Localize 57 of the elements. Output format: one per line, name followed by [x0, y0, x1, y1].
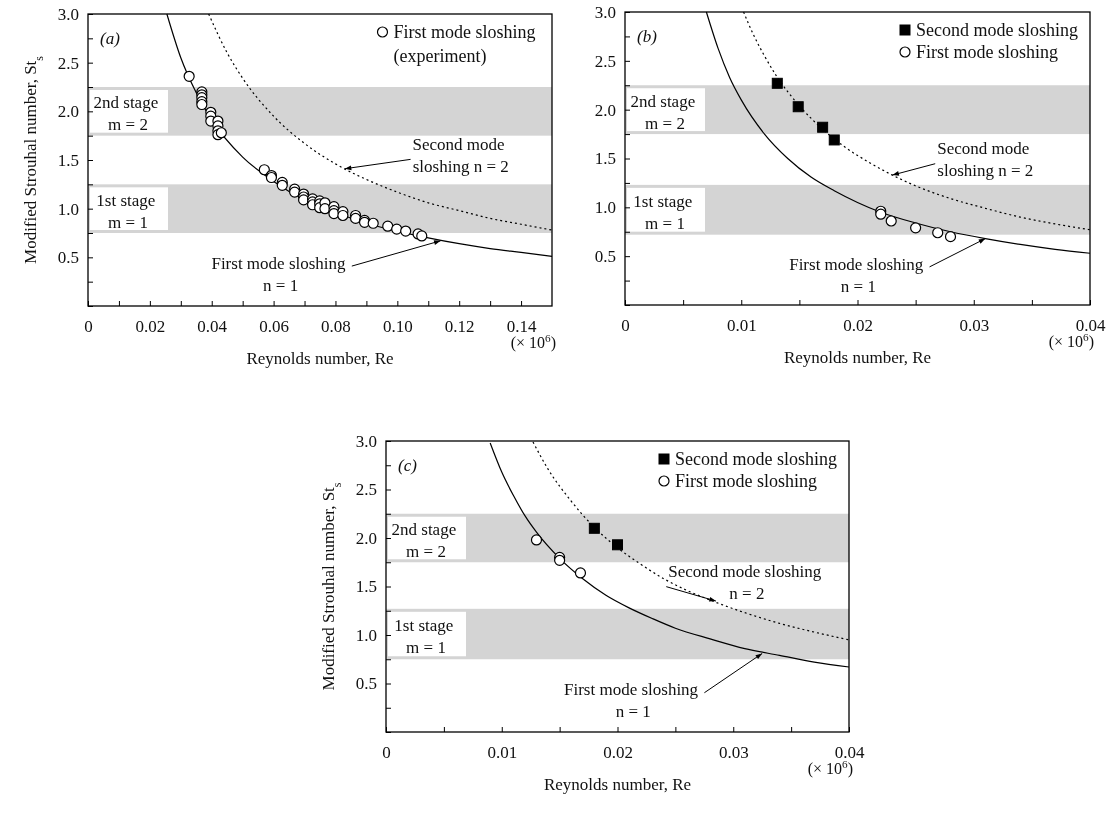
x-axis-title: Reynolds number, Re: [543, 775, 692, 794]
x-tick-label: 0: [84, 317, 93, 337]
y-tick-label: 0.5: [594, 247, 616, 267]
y-tick-label: 1.0: [594, 198, 616, 218]
annotation: First mode sloshing n = 1: [789, 254, 928, 296]
x-tick-label: 0.10: [382, 317, 413, 337]
x-tick-label: 0.06: [259, 317, 289, 337]
x-tick-label: 0: [382, 743, 391, 763]
y-tick-label: 2.0: [594, 100, 616, 120]
annotation: (b): [637, 27, 658, 46]
legend-label: Second mode sloshing: [916, 20, 1078, 40]
y-tick-label: 1.0: [57, 199, 79, 219]
x-tick-label: 0: [621, 316, 630, 336]
band-label: 2nd stage m = 2: [630, 91, 700, 133]
x-tick-label: 0.03: [718, 743, 749, 763]
band-label: 1st stage m = 1: [633, 191, 697, 233]
annotation: Second mode sloshing n = 2: [937, 139, 1034, 181]
legend-label: First mode sloshing (experiment): [393, 22, 540, 67]
y-tick-label: 3.0: [355, 431, 377, 451]
text: (× 10$^{6}$): [1048, 331, 1094, 351]
annotation: First mode sloshing n = 1: [211, 253, 350, 295]
y-tick-label: 2.0: [355, 528, 377, 548]
y-tick-label: 1.5: [355, 577, 377, 597]
y-tick-label: 1.5: [594, 149, 616, 169]
annotation: (c): [398, 456, 418, 475]
y-tick-label: 1.0: [355, 625, 377, 645]
legend-label: Second mode sloshing: [675, 449, 837, 469]
x-tick-label: 0.02: [603, 743, 633, 763]
y-tick-label: 2.5: [594, 51, 616, 71]
x-tick-label: 0.01: [726, 316, 757, 336]
y-tick-label: 2.0: [57, 102, 79, 122]
legend-label: First mode sloshing: [916, 42, 1059, 62]
legend-label: First mode sloshing: [675, 471, 818, 491]
text: (× 10$^{6}$): [807, 758, 853, 778]
x-tick-label: 0.12: [444, 317, 475, 337]
x-tick-label: 0.03: [959, 316, 990, 336]
y-tick-label: 3.0: [57, 4, 79, 24]
y-tick-label: 0.5: [57, 248, 79, 268]
y-tick-label: 0.5: [355, 674, 377, 694]
annotation: Second mode sloshing n = 2: [412, 134, 509, 176]
x-axis-title: Reynolds number, Re: [246, 349, 394, 368]
annotation: First mode sloshing n = 1: [564, 680, 703, 722]
y-tick-label: 2.5: [57, 53, 79, 73]
x-tick-label: 0.01: [487, 743, 518, 763]
x-tick-label: 0.02: [843, 316, 873, 336]
band-label: 1st stage m = 1: [96, 190, 160, 232]
band-label: 1st stage m = 1: [394, 616, 458, 658]
annotation: (a): [100, 29, 121, 48]
y-tick-label: 3.0: [594, 2, 616, 22]
y-tick-label: 1.5: [57, 150, 79, 170]
band-label: 2nd stage m = 2: [93, 93, 163, 135]
x-tick-label: 0.02: [135, 317, 166, 337]
band-label: 2nd stage m = 2: [391, 520, 461, 561]
x-tick-label: 0.04: [197, 317, 228, 337]
x-axis-title: Reynolds number, Re: [783, 348, 932, 367]
y-tick-label: 2.5: [355, 480, 377, 500]
x-tick-label: 0.08: [321, 317, 351, 337]
